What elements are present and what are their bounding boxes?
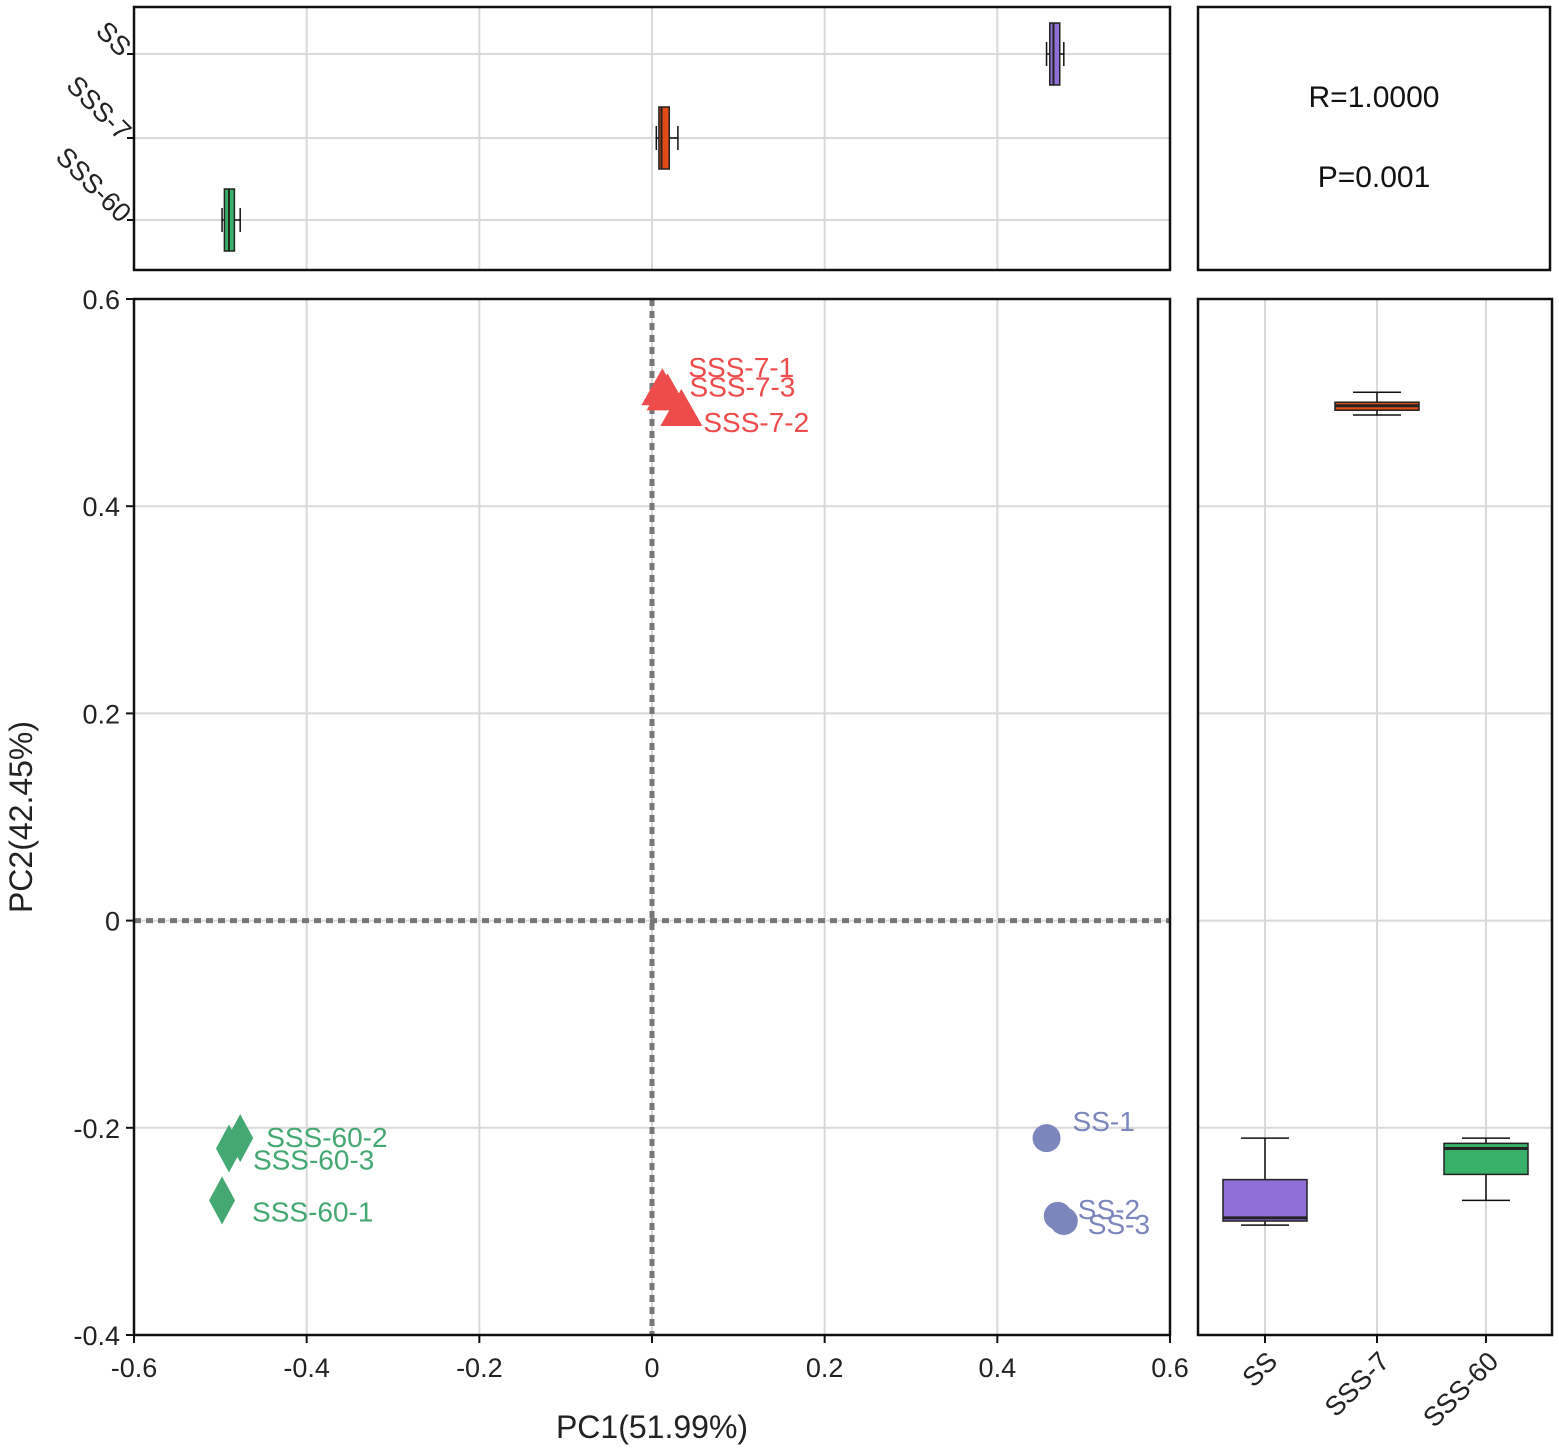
right-category-label: SSS-60: [1417, 1346, 1504, 1433]
x-tick-label: 0.6: [1151, 1353, 1189, 1383]
point-label-sss-60-2: SSS-60-2: [266, 1122, 387, 1153]
x-axis-title: PC1(51.99%): [556, 1409, 748, 1445]
point-sss-7-2: [660, 388, 703, 426]
x-tick-label: -0.4: [283, 1353, 330, 1383]
point-label-sss-60-3: SSS-60-3: [253, 1145, 374, 1176]
y-tick-label: -0.4: [73, 1321, 120, 1351]
top-category-label: SSS-60: [50, 141, 137, 228]
top-category-label: SS: [90, 16, 137, 63]
x-tick-label: 0.2: [806, 1353, 844, 1383]
point-label-sss-60-1: SSS-60-1: [252, 1196, 373, 1227]
point-label-ss-3: SS-3: [1088, 1209, 1150, 1240]
point-ss-1: [1032, 1124, 1061, 1153]
y-tick-label: 0.6: [82, 285, 120, 315]
point-label-sss-7-2: SSS-7-2: [703, 407, 809, 438]
y-tick-label: 0.4: [82, 492, 120, 522]
main-axis-ticks: -0.6 -0.4 -0.2 0 0.2 0.4 0.6-0.4-0.200.20.40.6: [73, 285, 1188, 1383]
reference-lines: [134, 299, 1170, 1335]
point-sss-60-3: [215, 1124, 242, 1173]
scatter-points: [209, 368, 1078, 1236]
point-label-ss-2: SS-2: [1078, 1194, 1140, 1225]
p-value: P=0.001: [1318, 161, 1431, 194]
point-label-ss-1: SS-1: [1073, 1106, 1135, 1137]
y-tick-label: -0.2: [73, 1114, 120, 1144]
right-boxplot-panel: SS SSS-7 SSS-60: [1196, 297, 1554, 1433]
x-tick-label: -0.2: [456, 1353, 503, 1383]
right-box-ss: [1222, 1178, 1308, 1222]
x-tick-label: 0.4: [979, 1353, 1017, 1383]
right-category-label: SS: [1237, 1346, 1284, 1393]
point-label-sss-7-1: SSS-7-1: [688, 352, 794, 383]
stats-box: [1196, 5, 1552, 272]
y-tick-label: 0.2: [82, 699, 120, 729]
point-sss-60-1: [209, 1176, 236, 1225]
right-category-label: SSS-7: [1319, 1346, 1395, 1422]
top-box-ss: [1048, 22, 1061, 86]
x-tick-label: 0: [644, 1353, 659, 1383]
point-label-sss-7-3: SSS-7-3: [690, 371, 796, 402]
top-box-sss-7: [658, 106, 671, 170]
x-tick-label: -0.6: [111, 1353, 158, 1383]
point-ss-3: [1049, 1207, 1078, 1236]
r-statistic: R=1.0000: [1309, 81, 1440, 114]
y-tick-label: 0: [105, 907, 120, 937]
y-axis-title: PC2(42.45%): [3, 721, 39, 913]
right-panel-frame: [1196, 297, 1554, 1337]
top-category-label: SSS-7: [61, 70, 137, 146]
